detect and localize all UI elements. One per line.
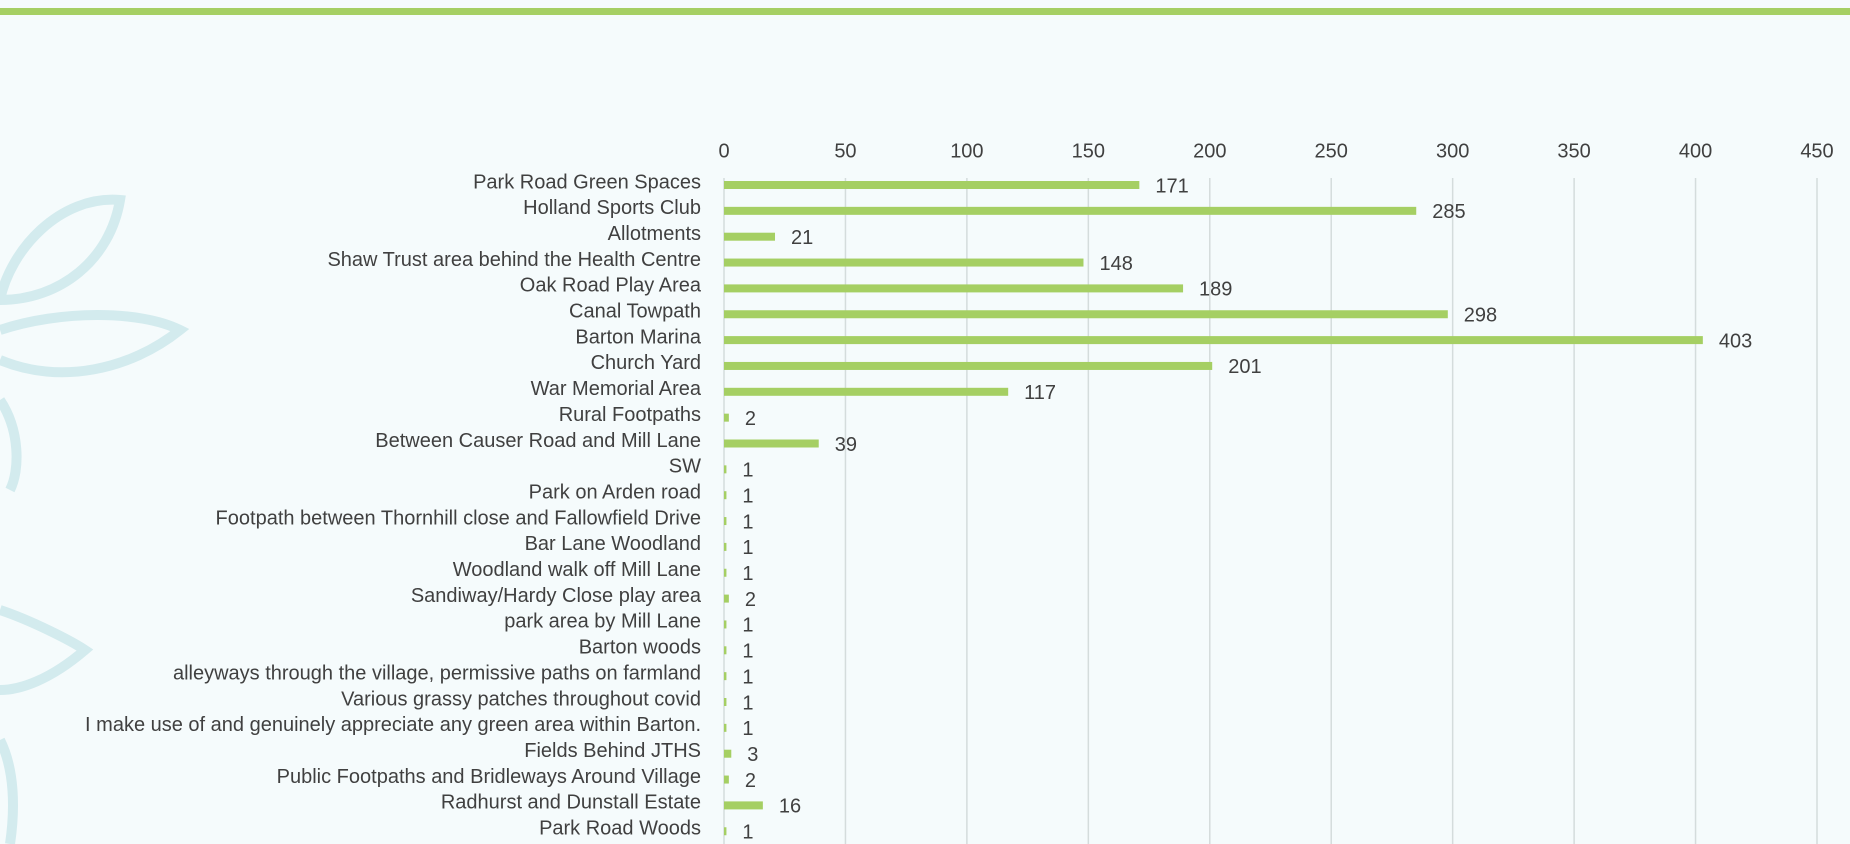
category-label: Canal Towpath (569, 301, 701, 323)
x-tick-label: 0 (718, 140, 729, 162)
slide: 0 50 100 150 200 250 300 350 400 450 Park Road Gre… (0, 0, 1850, 844)
bar (724, 517, 726, 525)
data-label: 3 (747, 744, 758, 766)
category-label: Holland Sports Club (523, 197, 701, 219)
category-label: Footpath between Thornhill close and Fal… (216, 507, 701, 529)
bar (724, 465, 726, 473)
data-label: 285 (1432, 201, 1465, 223)
x-tick-label: 100 (950, 140, 983, 162)
bar (724, 543, 726, 551)
category-label: Radhurst and Dunstall Estate (441, 792, 701, 814)
bar (724, 336, 1703, 344)
data-label: 189 (1199, 279, 1232, 301)
category-label: Allotments (608, 223, 701, 245)
bar (724, 595, 729, 603)
bar (724, 388, 1008, 396)
category-label: Barton Marina (575, 326, 701, 348)
data-label: 2 (745, 770, 756, 792)
bar (724, 440, 819, 448)
x-tick-label: 150 (1072, 140, 1105, 162)
data-label: 403 (1719, 330, 1752, 352)
data-label: 117 (1024, 382, 1056, 404)
data-label: 16 (779, 796, 801, 818)
bar (724, 207, 1416, 215)
bar (724, 827, 726, 835)
category-label: Oak Road Play Area (520, 275, 702, 297)
category-label: Rural Footpaths (559, 404, 701, 426)
leaf (0, 740, 13, 844)
x-tick-label: 250 (1315, 140, 1348, 162)
x-tick-label: 450 (1800, 140, 1833, 162)
data-label: 1 (742, 692, 753, 714)
bar (724, 672, 726, 680)
bar (724, 569, 726, 577)
top-accent-bar (0, 8, 1850, 15)
bar (724, 414, 729, 422)
category-label: Park Road Green Spaces (473, 171, 701, 193)
data-label: 2 (745, 408, 756, 430)
data-label: 1 (742, 666, 753, 688)
category-label: park area by Mill Lane (504, 611, 701, 633)
data-label: 1 (742, 641, 753, 663)
bar (724, 801, 763, 809)
data-label: 2 (745, 589, 756, 611)
category-label: SW (669, 456, 701, 478)
category-label: Church Yard (591, 352, 701, 374)
data-label: 1 (742, 615, 753, 637)
bar (724, 750, 731, 758)
category-label: Public Footpaths and Bridleways Around V… (277, 766, 701, 788)
data-label: 298 (1464, 305, 1497, 327)
data-label: 21 (791, 227, 813, 249)
data-label: 1 (742, 822, 753, 844)
data-label: 1 (742, 485, 753, 507)
x-tick-label: 300 (1436, 140, 1469, 162)
category-label: Park on Arden road (529, 481, 701, 503)
data-label: 1 (742, 718, 753, 740)
data-label: 1 (742, 511, 753, 533)
category-label: Shaw Trust area behind the Health Centre (327, 249, 701, 271)
category-label: War Memorial Area (531, 378, 702, 400)
bar (724, 724, 726, 732)
category-label: Sandiway/Hardy Close play area (411, 585, 702, 607)
category-label: Various grassy patches throughout covid (341, 688, 701, 710)
x-tick-label: 350 (1557, 140, 1590, 162)
bar (724, 259, 1083, 267)
bar (724, 698, 726, 706)
data-label: 148 (1099, 253, 1132, 275)
bar (724, 362, 1212, 370)
bar (724, 491, 726, 499)
bar (724, 646, 726, 654)
x-tick-label: 50 (834, 140, 856, 162)
category-label: Fields Behind JTHS (524, 740, 701, 762)
bar (724, 233, 775, 241)
bar (724, 284, 1183, 292)
bar (724, 776, 729, 784)
category-label: Park Road Woods (539, 818, 701, 840)
data-label: 39 (835, 434, 857, 456)
data-label: 171 (1155, 175, 1188, 197)
data-label: 1 (742, 563, 753, 585)
data-label: 1 (742, 537, 753, 559)
leaf (0, 610, 85, 690)
category-label: Bar Lane Woodland (525, 533, 701, 555)
leaf (0, 200, 120, 300)
leaf (0, 400, 17, 490)
category-label: Woodland walk off Mill Lane (453, 559, 701, 581)
bar (724, 181, 1139, 189)
leaf-decoration (0, 200, 180, 844)
bar (724, 620, 726, 628)
category-label: alleyways through the village, permissiv… (173, 662, 701, 684)
x-tick-label: 200 (1193, 140, 1226, 162)
data-label: 1 (742, 460, 753, 482)
category-label: Barton woods (579, 637, 701, 659)
x-tick-label: 400 (1679, 140, 1712, 162)
category-label: I make use of and genuinely appreciate a… (85, 714, 701, 736)
category-label: Between Causer Road and Mill Lane (375, 430, 701, 452)
data-label: 201 (1228, 356, 1261, 378)
bar (724, 310, 1448, 318)
leaf (0, 315, 180, 372)
